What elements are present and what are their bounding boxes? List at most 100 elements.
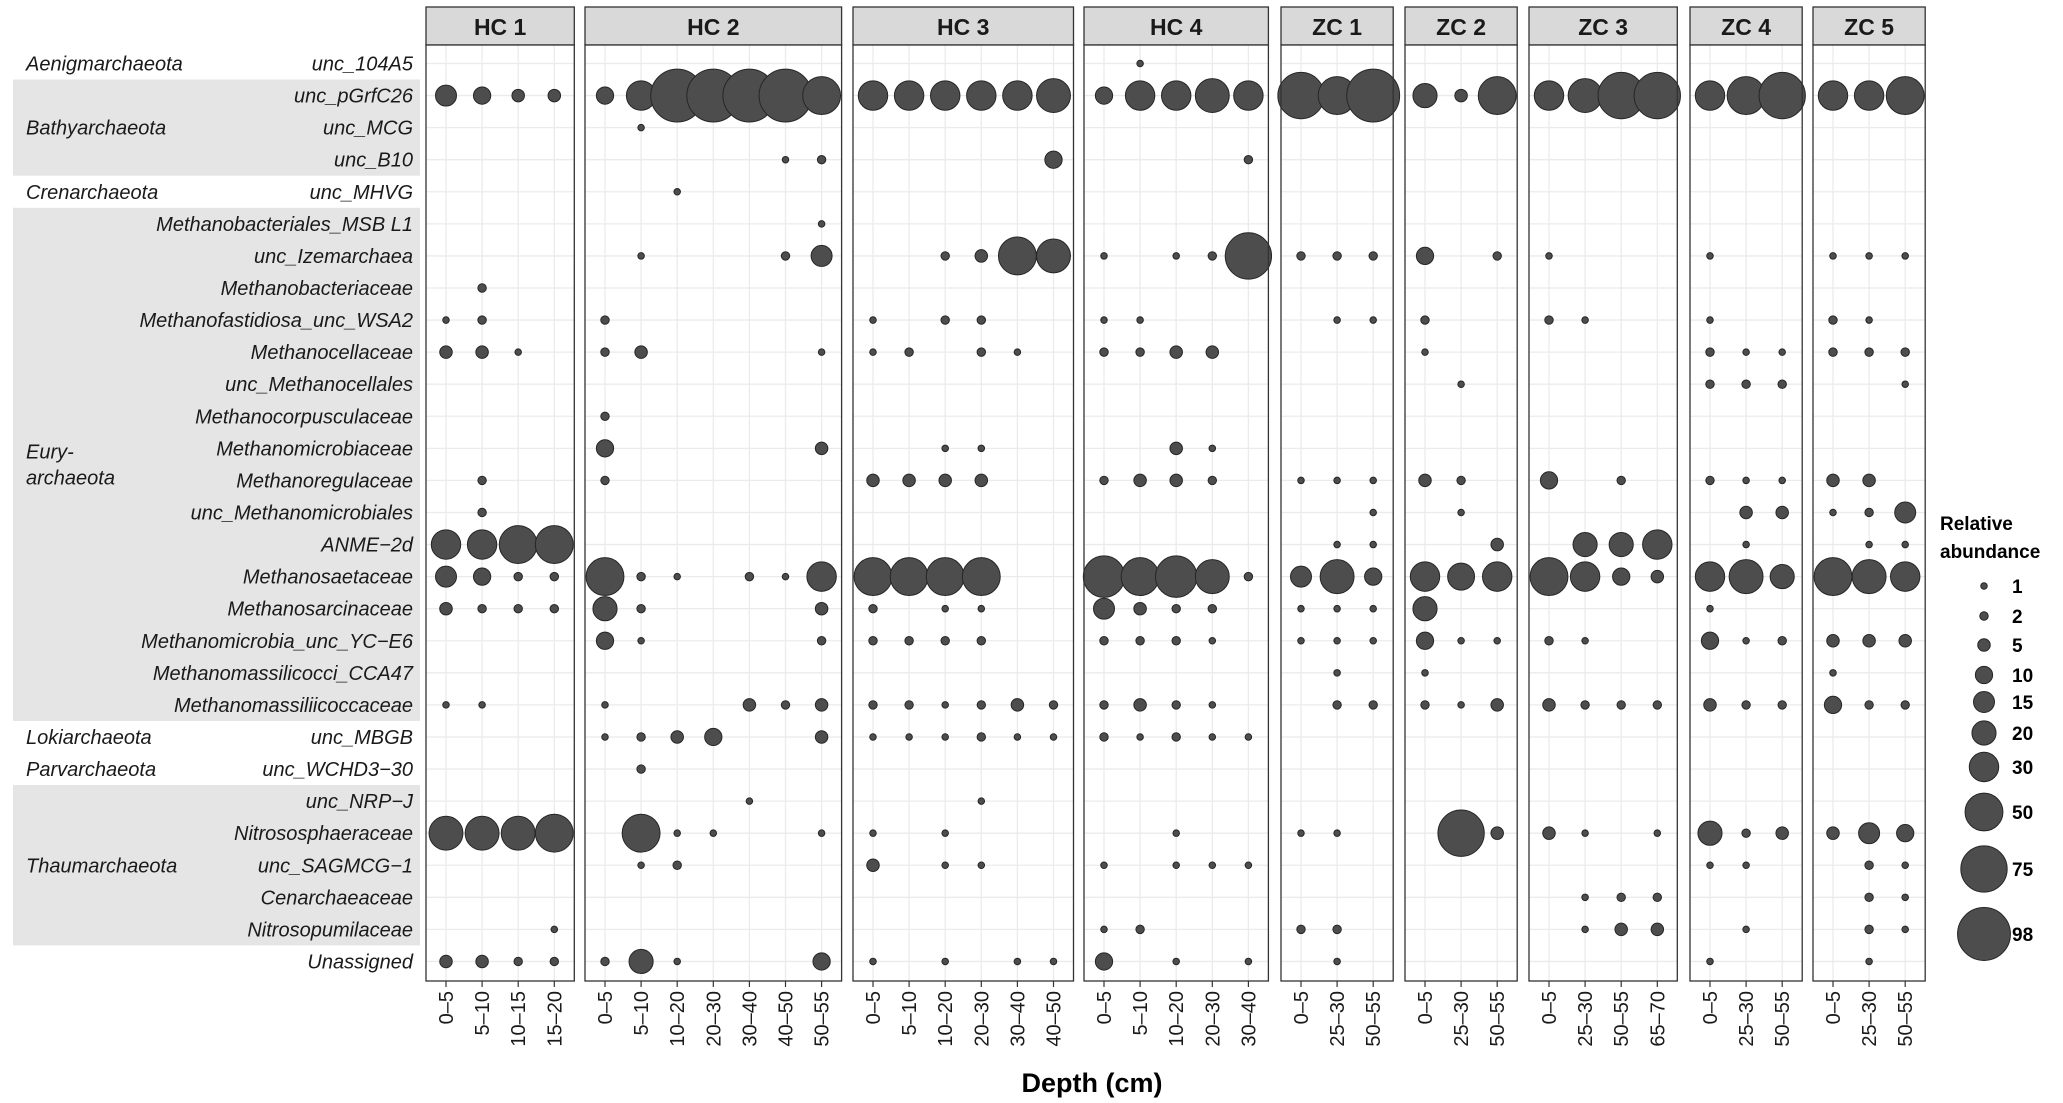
- bubble: [600, 956, 610, 967]
- panel-border: [1404, 44, 1518, 982]
- bubble: [1493, 637, 1501, 645]
- row-label: Methanosaetaceae: [243, 567, 413, 589]
- bubble: [600, 411, 610, 421]
- bubble: [1742, 476, 1750, 485]
- panel-strip: [1280, 6, 1394, 46]
- panel-title: ZC 1: [1312, 14, 1362, 40]
- row-label: unc_MCG: [323, 118, 413, 140]
- panel-hc-4: HC 4 0–5 5–10 10–20 20–30 30–40: [1082, 6, 1273, 1047]
- x-tick-label: 20–30: [703, 991, 725, 1047]
- bubble: [1160, 80, 1192, 111]
- legend-label: 75: [2012, 860, 2034, 881]
- bubble: [1135, 924, 1145, 935]
- bubble: [1477, 76, 1517, 116]
- bubble: [1775, 826, 1789, 840]
- legend-label: 30: [2012, 758, 2033, 779]
- panel-title: ZC 3: [1578, 14, 1628, 40]
- bubble: [1864, 924, 1874, 935]
- bubble: [976, 315, 987, 325]
- bubble: [925, 557, 965, 597]
- bubble: [1369, 637, 1377, 645]
- panel-title: ZC 4: [1721, 14, 1771, 40]
- bubble: [435, 84, 457, 107]
- bubble: [1099, 732, 1109, 742]
- bubble: [672, 860, 682, 870]
- legend-bubble: [1957, 907, 2011, 961]
- bubble: [1901, 380, 1909, 388]
- row-label: Methanocellaceae: [251, 342, 413, 364]
- bubble: [534, 813, 574, 853]
- bubble: [1135, 636, 1145, 646]
- panel-border: [425, 44, 575, 982]
- bubble: [1094, 86, 1114, 105]
- bubble: [1136, 733, 1144, 741]
- bubble: [595, 439, 615, 458]
- x-tick-label: 25–30: [1859, 991, 1881, 1047]
- bubble: [976, 700, 987, 710]
- bubble: [1650, 569, 1665, 584]
- phylum-label: Thaumarchaeota: [26, 855, 177, 877]
- bubble: [1697, 820, 1723, 846]
- bubble: [673, 572, 681, 581]
- bubble: [1297, 476, 1305, 485]
- bubble: [1705, 475, 1715, 486]
- bubble: [1100, 252, 1108, 260]
- bubble: [1036, 78, 1071, 114]
- bubble: [889, 557, 929, 597]
- bubble: [1490, 537, 1504, 552]
- bubble: [478, 701, 486, 709]
- x-tick-label: 15–20: [544, 991, 566, 1047]
- bubble: [1858, 822, 1881, 845]
- row-label: ANME−2d: [320, 535, 414, 557]
- bubble: [1864, 347, 1874, 357]
- bubble: [966, 80, 997, 111]
- bubble: [1013, 957, 1022, 966]
- x-tick-label: 10–20: [667, 991, 689, 1047]
- bubble: [1194, 559, 1230, 595]
- bubble: [1896, 824, 1915, 843]
- bubble: [941, 733, 949, 741]
- bubble: [941, 829, 949, 837]
- phylum-shade: [13, 207, 420, 721]
- bubble: [1169, 345, 1183, 359]
- bubble: [1437, 809, 1485, 857]
- bubble: [1642, 529, 1673, 560]
- bubble: [1829, 669, 1837, 677]
- bubble: [1706, 252, 1714, 260]
- row-label: unc_MHVG: [310, 182, 413, 204]
- row-label: Unassigned: [307, 951, 414, 973]
- legend-label: 20: [2012, 724, 2033, 745]
- bubble: [869, 348, 877, 356]
- bubble: [1208, 637, 1217, 645]
- bubble: [439, 345, 453, 359]
- bubble: [439, 601, 453, 616]
- bubble: [868, 636, 878, 646]
- legend-bubble: [1968, 751, 2000, 783]
- panel-title: ZC 2: [1436, 14, 1486, 40]
- legend-label: 1: [2012, 577, 2023, 598]
- legend-bubble: [1973, 691, 1995, 713]
- x-tick-label: 10–20: [935, 991, 957, 1047]
- bubble: [977, 797, 986, 805]
- bubble: [1900, 700, 1910, 710]
- row-label: Cenarchaeaceae: [261, 887, 413, 909]
- bubble: [1777, 636, 1787, 646]
- bubble: [621, 813, 661, 853]
- bubble: [1706, 861, 1714, 870]
- bubble: [1135, 347, 1145, 357]
- bubble: [1333, 476, 1341, 485]
- bubble: [1823, 695, 1843, 715]
- bubble: [550, 925, 559, 934]
- bubble: [810, 244, 833, 267]
- bubble: [1171, 700, 1181, 710]
- bubble: [1172, 829, 1180, 837]
- bubble: [1700, 631, 1720, 650]
- bubble: [974, 473, 989, 488]
- bubble: [869, 829, 877, 837]
- bubble: [1049, 733, 1058, 741]
- bubble: [637, 637, 645, 645]
- panel-title: HC 1: [474, 14, 527, 40]
- bubble: [1862, 473, 1876, 488]
- bubble: [1728, 559, 1764, 595]
- bubble: [1826, 634, 1840, 648]
